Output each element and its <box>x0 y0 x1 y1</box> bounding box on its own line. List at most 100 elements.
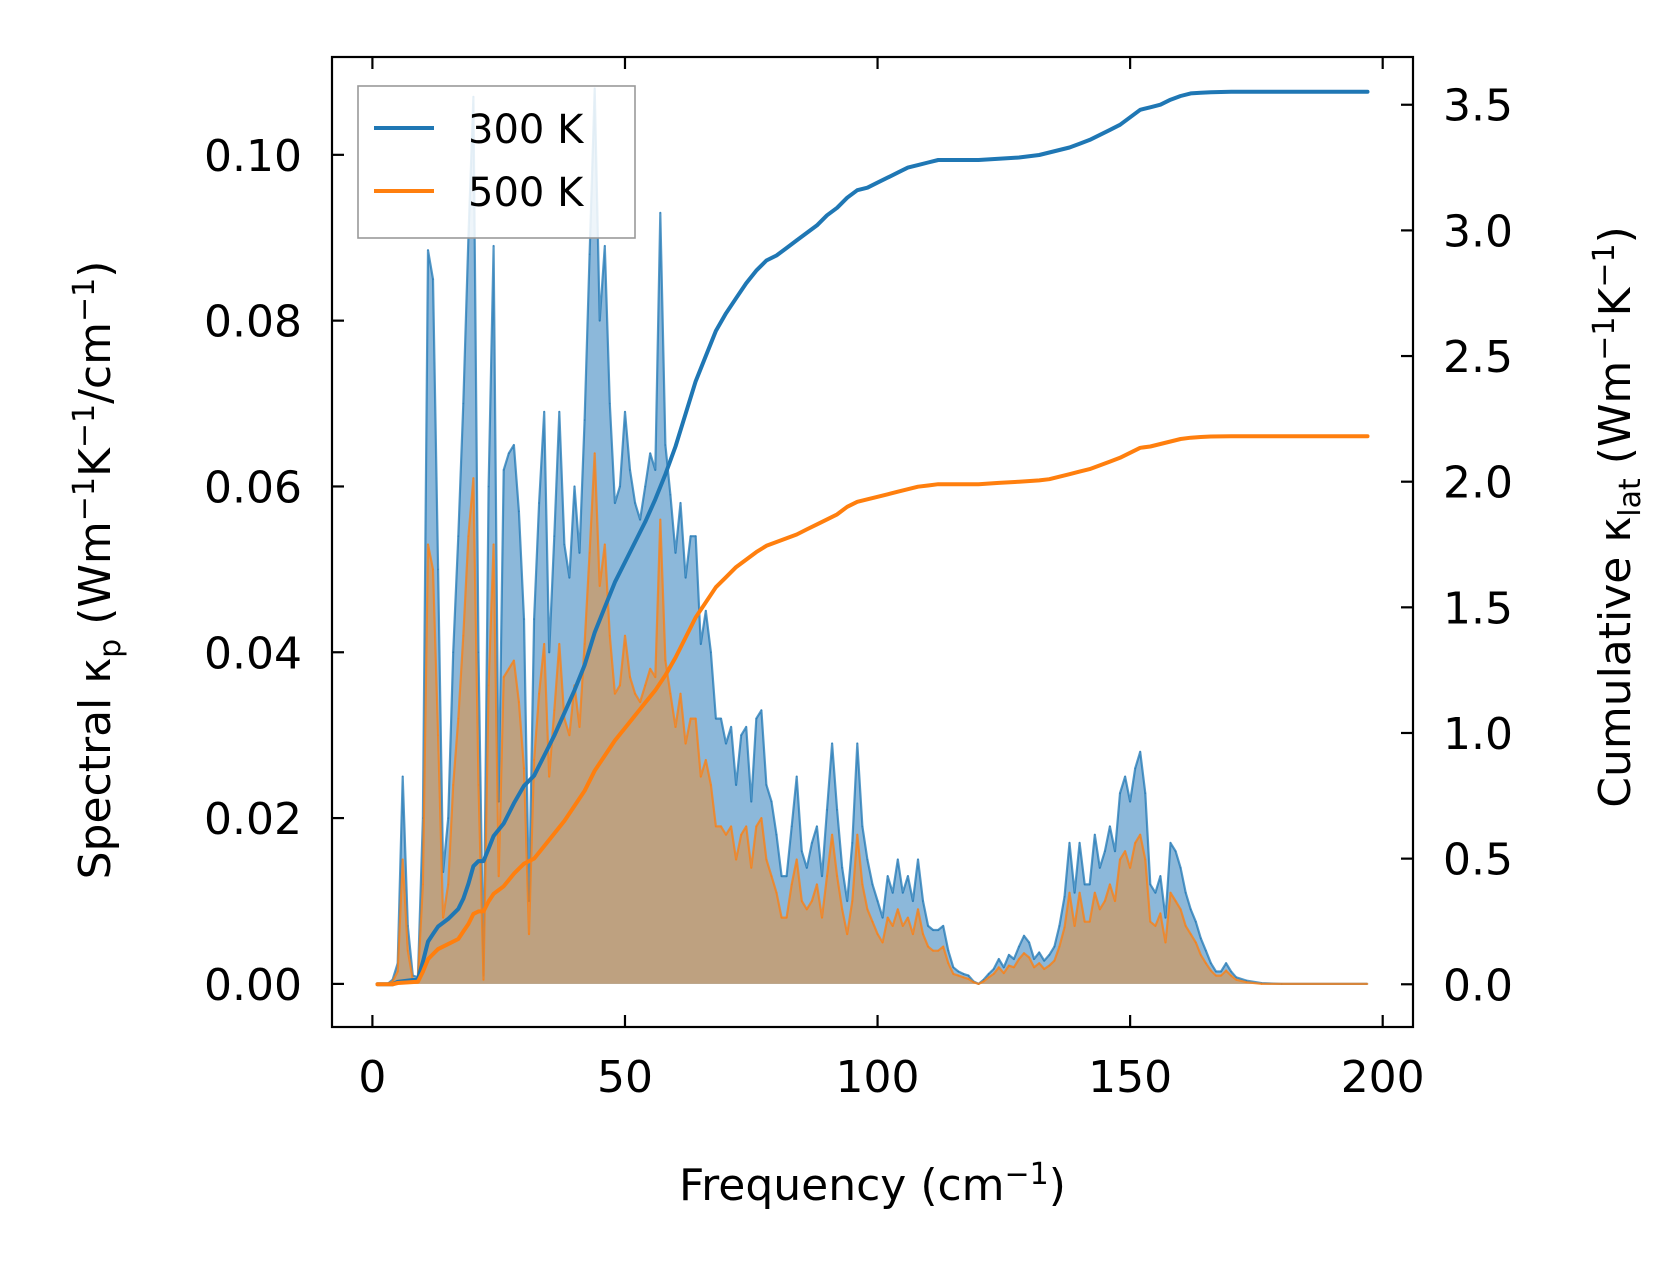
spectral-point-500k <box>639 701 641 703</box>
cumulative-line-500k <box>375 434 1370 987</box>
spectral-point-300k <box>987 973 990 975</box>
spectral-point-300k <box>780 875 783 877</box>
spectral-point-300k <box>609 402 611 405</box>
spectral-point-500k <box>664 659 667 662</box>
spectral-point-300k <box>669 493 672 496</box>
spectral-point-300k <box>649 452 651 455</box>
spectral-point-500k <box>523 767 525 770</box>
spectral-point-500k <box>553 709 556 712</box>
spectral-point-300k <box>907 875 909 877</box>
spectral-point-300k <box>1053 945 1056 948</box>
spectral-point-500k <box>932 949 934 952</box>
spectral-point-500k <box>730 825 732 828</box>
spectral-point-500k <box>917 908 919 911</box>
right-y-tick-label: 2.0 <box>1443 458 1513 509</box>
spectral-point-500k <box>785 916 788 919</box>
spectral-point-500k <box>780 916 783 919</box>
spectral-point-300k <box>740 734 742 736</box>
spectral-point-500k <box>548 775 550 778</box>
spectral-point-500k <box>801 900 803 902</box>
spectral-point-300k <box>775 833 778 836</box>
spectral-point-300k <box>816 825 818 828</box>
spectral-point-500k <box>891 925 894 927</box>
spectral-point-500k <box>578 726 581 728</box>
spectral-point-500k <box>1205 962 1207 964</box>
spectral-point-300k <box>1119 792 1121 794</box>
spectral-point-300k <box>1013 958 1015 960</box>
spectral-point-300k <box>1043 959 1045 962</box>
spectral-point-500k <box>538 692 540 695</box>
spectral-point-500k <box>1366 983 1369 985</box>
spectral-point-500k <box>502 676 505 678</box>
spectral-point-500k <box>543 643 545 645</box>
spectral-point-500k <box>684 742 687 745</box>
spectral-point-500k <box>735 858 737 861</box>
spectral-point-500k <box>442 916 444 919</box>
spectral-point-300k <box>523 618 525 620</box>
spectral-point-300k <box>1088 883 1091 886</box>
x-tick-label: 0 <box>358 1052 386 1103</box>
spectral-point-500k <box>826 875 828 877</box>
spectral-point-300k <box>700 643 702 645</box>
spectral-point-300k <box>684 576 687 579</box>
spectral-point-300k <box>518 510 520 513</box>
right-y-tick-label: 0.0 <box>1443 960 1513 1011</box>
spectral-point-300k <box>1134 767 1136 770</box>
spectral-point-500k <box>886 916 889 919</box>
spectral-point-500k <box>1073 925 1076 927</box>
spectral-point-500k <box>472 477 475 480</box>
spectral-point-300k <box>755 717 758 720</box>
spectral-point-500k <box>755 825 758 828</box>
spectral-point-500k <box>1200 954 1202 956</box>
right-y-axis-label: Cumulative κlat (Wm−1K−1) <box>1587 226 1648 808</box>
spectral-point-500k <box>725 833 727 836</box>
spectral-point-500k <box>391 980 394 983</box>
spectral-point-300k <box>1179 867 1182 869</box>
spectral-point-300k <box>659 212 662 214</box>
spectral-point-300k <box>720 717 722 720</box>
spectral-point-500k <box>912 933 914 935</box>
spectral-point-500k <box>437 734 439 736</box>
spectral-point-300k <box>1159 875 1162 877</box>
spectral-point-500k <box>1159 912 1162 915</box>
left-y-tick-label: 0.00 <box>204 960 302 1011</box>
spectral-point-500k <box>1003 972 1005 974</box>
spectral-point-500k <box>1083 920 1086 923</box>
spectral-point-500k <box>654 676 657 678</box>
spectral-point-300k <box>1154 891 1157 894</box>
spectral-point-300k <box>1195 920 1197 923</box>
spectral-point-500k <box>851 900 854 902</box>
spectral-point-500k <box>447 883 450 886</box>
spectral-point-500k <box>674 726 677 728</box>
spectral-point-300k <box>598 319 601 322</box>
spectral-point-300k <box>427 249 429 251</box>
spectral-point-500k <box>422 883 424 886</box>
right-y-tick-label: 3.0 <box>1443 206 1513 257</box>
spectral-point-500k <box>462 634 465 637</box>
spectral-point-500k <box>987 976 990 979</box>
spectral-point-300k <box>760 709 763 712</box>
spectral-point-300k <box>1189 908 1192 911</box>
spectral-point-500k <box>922 933 924 935</box>
spectral-point-500k <box>593 452 596 455</box>
spectral-point-300k <box>1063 896 1066 898</box>
spectral-point-500k <box>497 875 500 877</box>
legend-label-300k: 300 K <box>468 107 585 153</box>
spectral-point-500k <box>1129 867 1131 869</box>
spectral-point-300k <box>1078 842 1081 844</box>
spectral-point-300k <box>634 502 636 504</box>
spectral-point-300k <box>821 875 823 877</box>
spectral-point-500k <box>619 684 621 687</box>
spectral-point-500k <box>1058 945 1061 948</box>
spectral-point-500k <box>942 945 944 948</box>
spectral-point-300k <box>1210 962 1212 964</box>
spectral-point-500k <box>907 916 909 919</box>
spectral-point-300k <box>861 825 864 828</box>
spectral-point-300k <box>502 469 505 471</box>
spectral-point-500k <box>1088 920 1091 923</box>
spectral-point-300k <box>856 742 859 745</box>
spectral-point-500k <box>1184 925 1187 927</box>
spectral-point-500k <box>740 833 742 836</box>
spectral-point-500k <box>775 891 778 894</box>
spectral-point-300k <box>401 775 404 778</box>
